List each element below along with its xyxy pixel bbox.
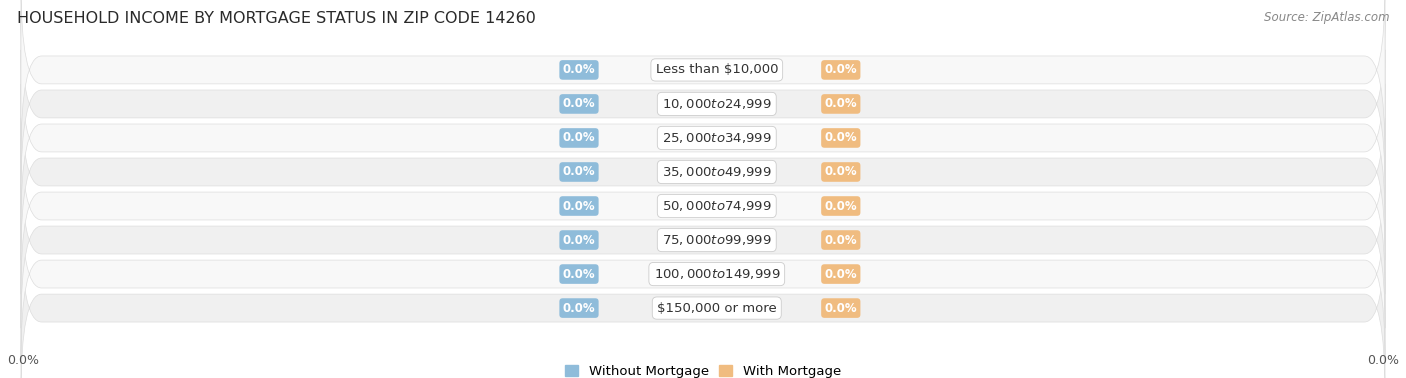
Text: 0.0%: 0.0% xyxy=(824,268,858,280)
Text: 0.0%: 0.0% xyxy=(562,98,595,110)
Text: 0.0%: 0.0% xyxy=(7,354,39,367)
Text: $35,000 to $49,999: $35,000 to $49,999 xyxy=(662,165,772,179)
FancyBboxPatch shape xyxy=(21,152,1385,328)
FancyBboxPatch shape xyxy=(21,50,1385,226)
FancyBboxPatch shape xyxy=(21,118,1385,294)
Text: 0.0%: 0.0% xyxy=(824,166,858,178)
Text: $75,000 to $99,999: $75,000 to $99,999 xyxy=(662,233,772,247)
Text: 0.0%: 0.0% xyxy=(562,268,595,280)
Text: 0.0%: 0.0% xyxy=(562,132,595,144)
Text: 0.0%: 0.0% xyxy=(562,302,595,314)
Text: $25,000 to $34,999: $25,000 to $34,999 xyxy=(662,131,772,145)
Text: $50,000 to $74,999: $50,000 to $74,999 xyxy=(662,199,772,213)
Text: 0.0%: 0.0% xyxy=(824,302,858,314)
FancyBboxPatch shape xyxy=(21,84,1385,260)
FancyBboxPatch shape xyxy=(21,16,1385,192)
Text: 0.0%: 0.0% xyxy=(562,234,595,246)
Text: 0.0%: 0.0% xyxy=(824,234,858,246)
Text: 0.0%: 0.0% xyxy=(562,64,595,76)
Text: HOUSEHOLD INCOME BY MORTGAGE STATUS IN ZIP CODE 14260: HOUSEHOLD INCOME BY MORTGAGE STATUS IN Z… xyxy=(17,11,536,26)
Text: $100,000 to $149,999: $100,000 to $149,999 xyxy=(654,267,780,281)
Text: 0.0%: 0.0% xyxy=(824,132,858,144)
Text: 0.0%: 0.0% xyxy=(824,64,858,76)
Text: 0.0%: 0.0% xyxy=(824,98,858,110)
Text: 0.0%: 0.0% xyxy=(562,166,595,178)
Text: Source: ZipAtlas.com: Source: ZipAtlas.com xyxy=(1264,11,1389,24)
Text: $10,000 to $24,999: $10,000 to $24,999 xyxy=(662,97,772,111)
Text: Less than $10,000: Less than $10,000 xyxy=(655,64,778,76)
Text: 0.0%: 0.0% xyxy=(824,200,858,212)
FancyBboxPatch shape xyxy=(21,220,1385,378)
FancyBboxPatch shape xyxy=(21,0,1385,158)
FancyBboxPatch shape xyxy=(21,186,1385,362)
Text: 0.0%: 0.0% xyxy=(1367,354,1399,367)
Text: 0.0%: 0.0% xyxy=(562,200,595,212)
Legend: Without Mortgage, With Mortgage: Without Mortgage, With Mortgage xyxy=(565,365,841,378)
Text: $150,000 or more: $150,000 or more xyxy=(657,302,776,314)
